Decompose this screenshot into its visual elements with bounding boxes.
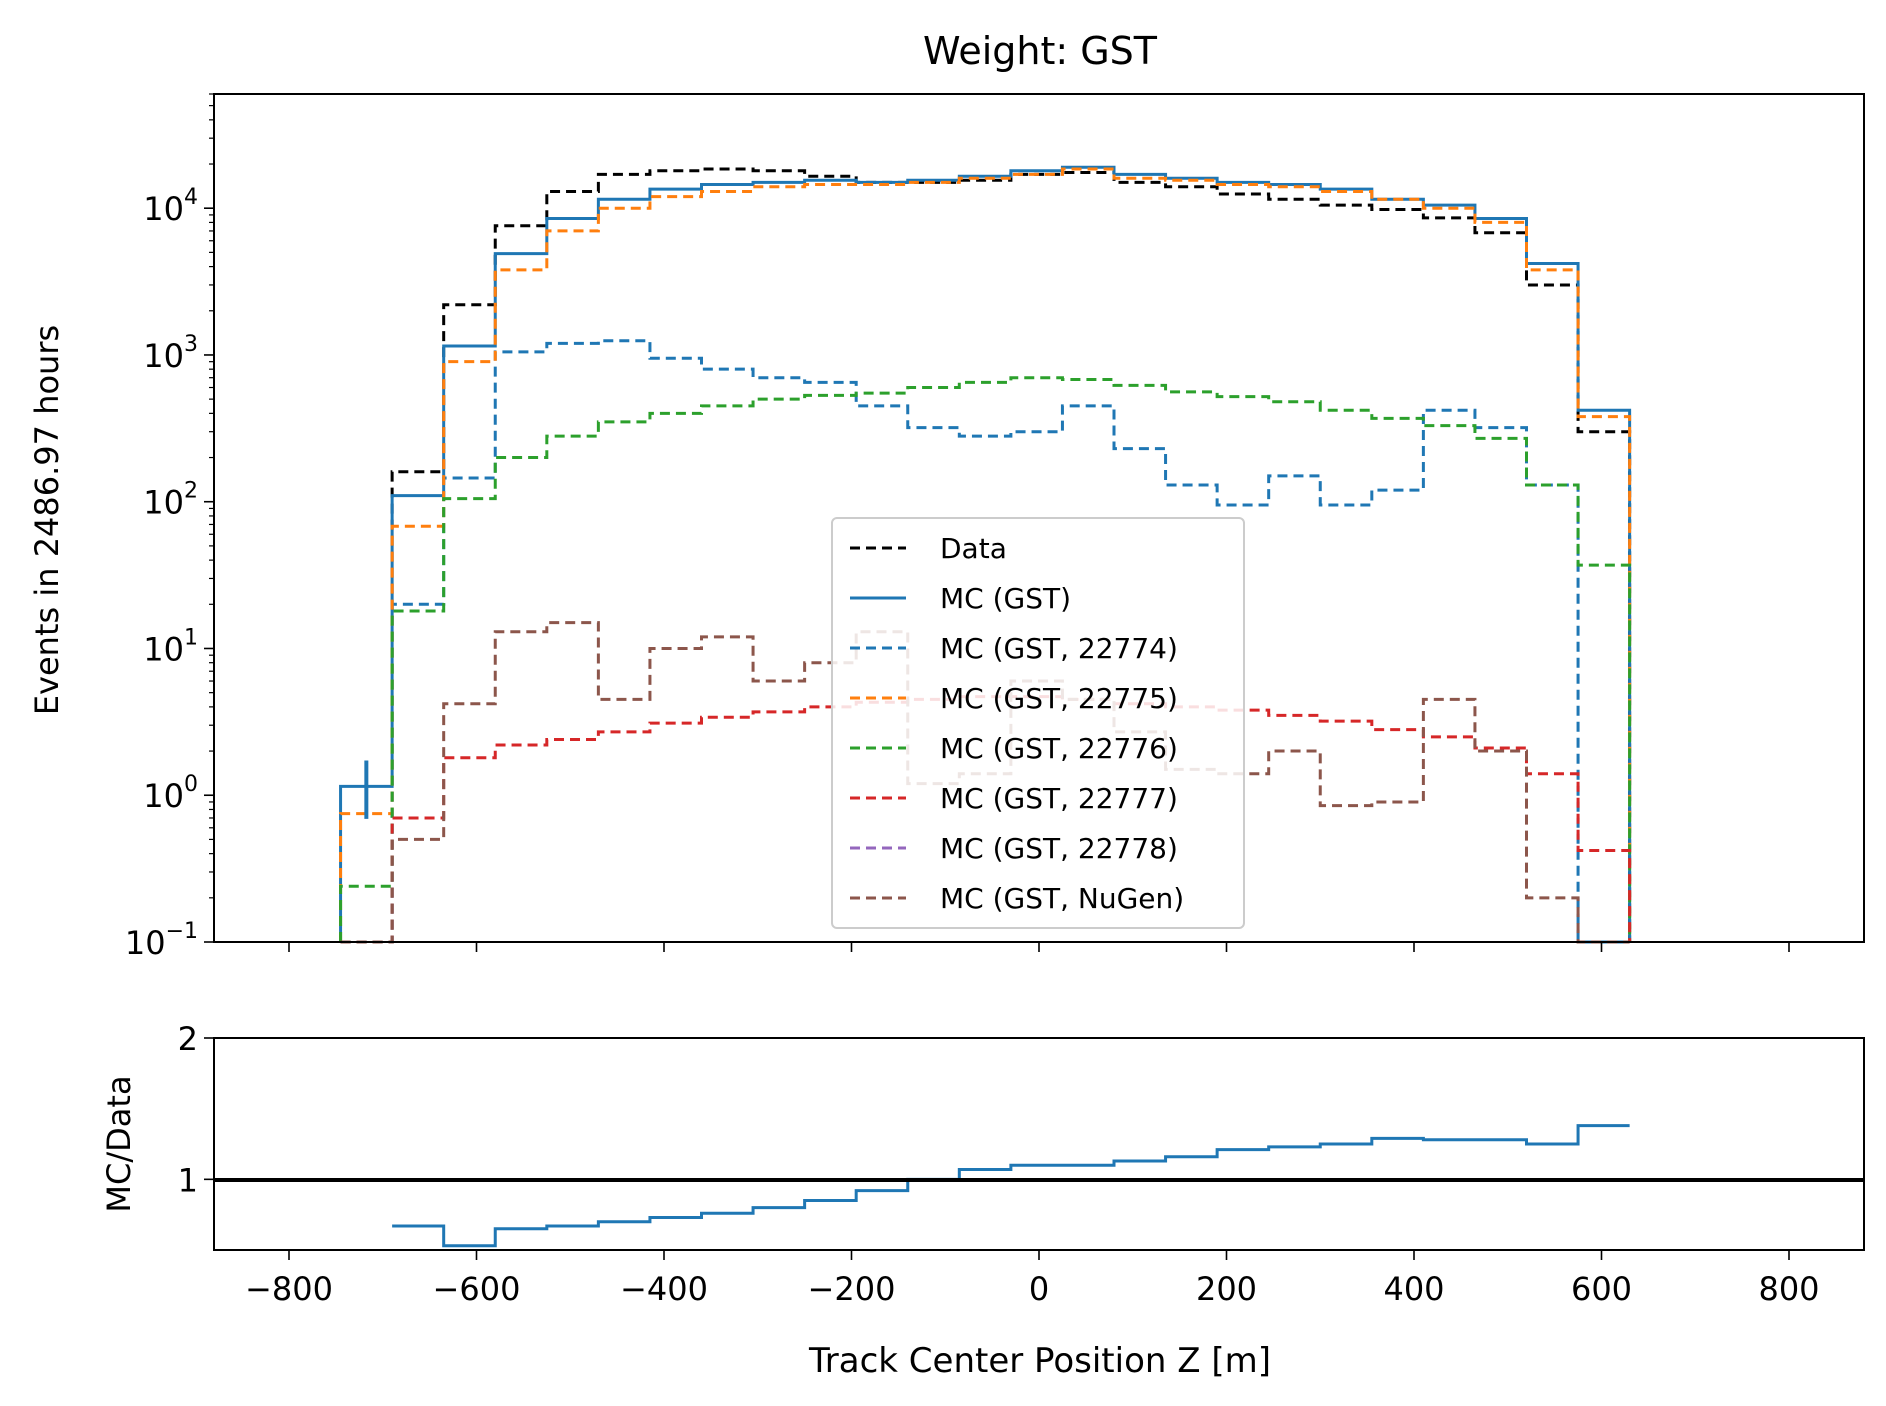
x-tick-label: 0 <box>1029 1270 1049 1308</box>
ratio-line-0 <box>392 1124 1630 1248</box>
y-tick-label: 100 <box>143 772 198 815</box>
ratio-x-ticks: −800 −600 −400 −200 0 200 400 600 800 <box>245 1250 1820 1308</box>
series-line-7 <box>340 621 1630 944</box>
x-axis-label: Track Center Position Z [m] <box>808 1341 1271 1381</box>
legend-label: MC (GST, 22777) <box>940 782 1178 815</box>
y-tick-label: 101 <box>143 625 198 668</box>
main-plot-frame <box>213 93 1865 943</box>
legend-box <box>831 517 1245 929</box>
legend-label: MC (GST, 22776) <box>940 732 1178 765</box>
legend-label: MC (GST, NuGen) <box>940 882 1184 915</box>
x-tick-label: 400 <box>1383 1270 1444 1308</box>
main-series-group <box>339 165 1632 944</box>
ratio-plot-frame <box>213 1037 1865 1251</box>
ratio-y-tick-label: 1 <box>178 1161 198 1199</box>
y-tick-label: 102 <box>143 479 198 522</box>
legend-label: MC (GST, 22778) <box>940 832 1178 865</box>
x-tick-label: −400 <box>620 1270 708 1308</box>
x-tick-label: −600 <box>433 1270 521 1308</box>
y-axis-label: Events in 2486.97 hours <box>28 325 66 715</box>
main-panel: Weight: GST Events in 2486.97 hours 10−1… <box>28 29 1865 962</box>
ratio-panel: MC/Data 12 −800 −600 −400 −200 0 200 400 600 800… <box>100 1020 1865 1381</box>
x-tick-label: 600 <box>1571 1270 1632 1308</box>
legend-label: Data <box>940 532 1007 565</box>
legend-label: MC (GST, 22775) <box>940 682 1178 715</box>
main-x-ticks <box>288 942 1790 952</box>
ratio-series-group <box>392 1124 1630 1248</box>
ratio-y-axis-label: MC/Data <box>100 1075 138 1212</box>
legend-label: MC (GST, 22774) <box>940 632 1178 665</box>
x-tick-label: −800 <box>245 1270 333 1308</box>
chart-title: Weight: GST <box>923 29 1158 73</box>
y-tick-label: 10−1 <box>125 919 198 962</box>
y-tick-label: 103 <box>143 332 198 375</box>
legend-label: MC (GST) <box>940 582 1071 615</box>
series-line-3 <box>339 167 1632 942</box>
series-line-4 <box>339 376 1632 942</box>
x-tick-label: 800 <box>1758 1270 1819 1308</box>
x-tick-label: −200 <box>808 1270 896 1308</box>
legend: Data MC (GST) MC (GST, 22774) MC (GST, 2277… <box>831 517 1245 929</box>
x-tick-label: 200 <box>1196 1270 1257 1308</box>
y-tick-label: 104 <box>143 185 198 228</box>
ratio-y-tick-label: 2 <box>178 1020 198 1058</box>
series-line-2 <box>340 339 1630 944</box>
main-y-ticks: 10−1 100 101 102 103 104 <box>125 93 214 962</box>
ratio-y-ticks: 12 <box>178 1020 214 1199</box>
